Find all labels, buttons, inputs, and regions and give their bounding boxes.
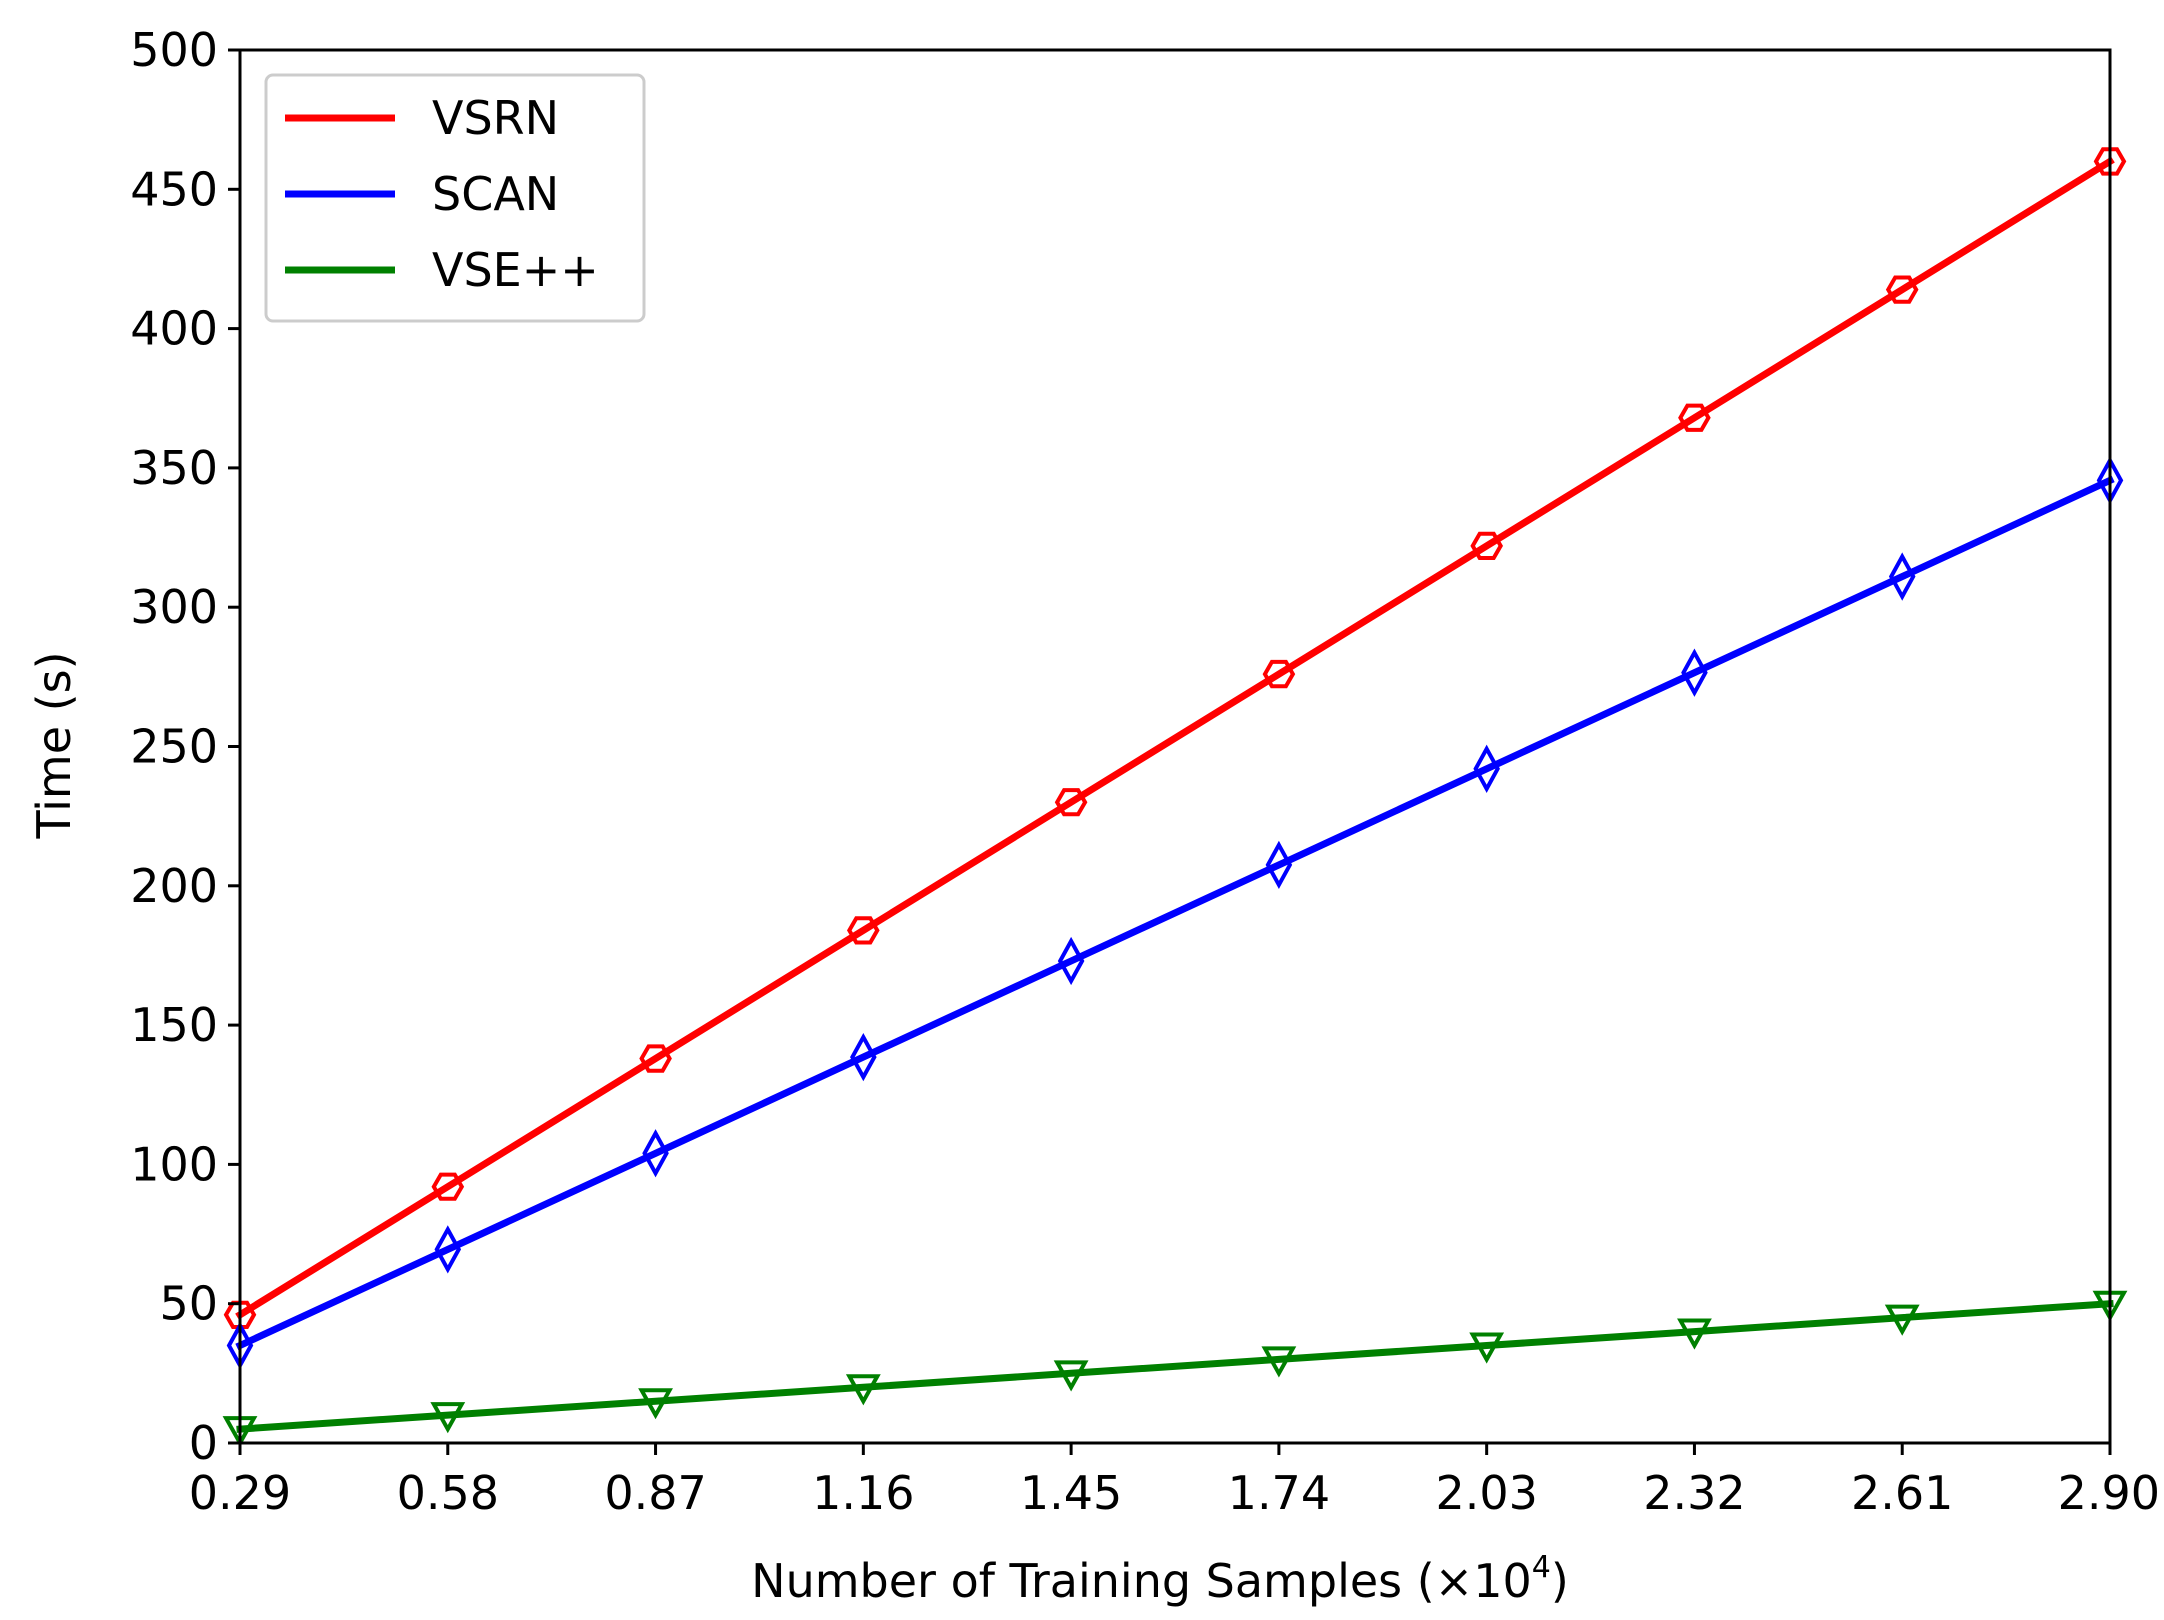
y-tick-label-250: 250 [130,720,218,774]
data-point-scan-3 [642,1129,669,1178]
data-point-vsrn-1 [223,1300,257,1329]
data-point-vsrn-5 [1054,788,1088,817]
x-tick-label-8: 2.32 [1643,1466,1745,1520]
y-tick-label-400: 400 [130,302,218,356]
data-point-vse-7 [1469,1332,1505,1364]
data-point-scan-6 [1265,840,1293,890]
series-line-vsrn [235,156,2115,1320]
series-layer [222,147,2128,1448]
data-point-scan-7 [1473,744,1500,793]
legend-label-vsrn: VSRN [432,91,559,145]
data-point-vsrn-6 [1262,659,1296,689]
y-tick-label-450: 450 [130,162,218,216]
y-tick-label-100: 100 [130,1137,218,1191]
data-point-vsrn-9 [1885,275,1919,304]
x-tick-label-4: 1.16 [812,1466,914,1520]
x-tick-label-5: 1.45 [1020,1466,1122,1520]
x-axis-title-exponent: 4 [1532,1550,1551,1585]
legend-label-vse: VSE++ [432,243,599,297]
y-tick-label-300: 300 [130,580,218,634]
y-tick-label-0: 0 [189,1416,218,1470]
x-axis-title: Number of Training Samples (×104) [751,1550,1569,1608]
legend: VSRN SCAN VSE++ [264,73,646,323]
y-tick-label-500: 500 [130,23,218,77]
y-tick-label-350: 350 [130,441,218,495]
x-tick-label-10: 2.90 [2058,1466,2160,1520]
data-point-vsrn-4 [846,916,880,945]
data-point-vsrn-7 [1470,531,1504,560]
data-point-vse-5 [1053,1360,1089,1392]
data-point-scan-8 [1681,648,1708,697]
y-axis-title: Time (s) [27,651,81,839]
data-point-vse-8 [1677,1318,1712,1350]
data-point-vsrn-10 [2093,147,2127,176]
x-tick-label-7: 2.03 [1435,1466,1537,1520]
data-point-vse-2 [430,1402,466,1434]
x-tick-label-1: 0.29 [189,1466,291,1520]
series-line-vse [236,1299,2114,1433]
axes-layer: 0 50 100 150 200 250 300 350 400 450 500 0.29 0.58 0.… [130,23,2160,1520]
x-axis-title-main: Number of Training Samples (×10 [751,1554,1532,1608]
series-line-scan [235,475,2115,1351]
data-point-scan-2 [434,1225,462,1274]
legend-label-scan: SCAN [432,167,559,221]
data-point-scan-4 [850,1032,877,1082]
y-tick-label-50: 50 [159,1277,218,1331]
data-point-vse-6 [1261,1346,1297,1378]
y-tick-label-200: 200 [130,859,218,913]
data-point-vse-3 [638,1388,673,1420]
data-point-vsrn-3 [639,1044,672,1073]
x-tick-label-6: 1.74 [1228,1466,1330,1520]
y-tick-label-150: 150 [130,998,218,1052]
x-tick-label-3: 0.87 [604,1466,706,1520]
x-tick-label-9: 2.61 [1851,1466,1953,1520]
data-point-scan-9 [1888,552,1916,601]
data-point-scan-5 [1057,936,1085,986]
data-point-vsrn-2 [431,1172,465,1201]
legend-box [264,73,646,323]
data-point-vse-4 [845,1374,881,1406]
x-axis-title-close: ) [1551,1554,1569,1608]
x-tick-label-2: 0.58 [397,1466,499,1520]
data-point-vsrn-8 [1678,403,1711,432]
data-point-vse-9 [1884,1304,1920,1336]
